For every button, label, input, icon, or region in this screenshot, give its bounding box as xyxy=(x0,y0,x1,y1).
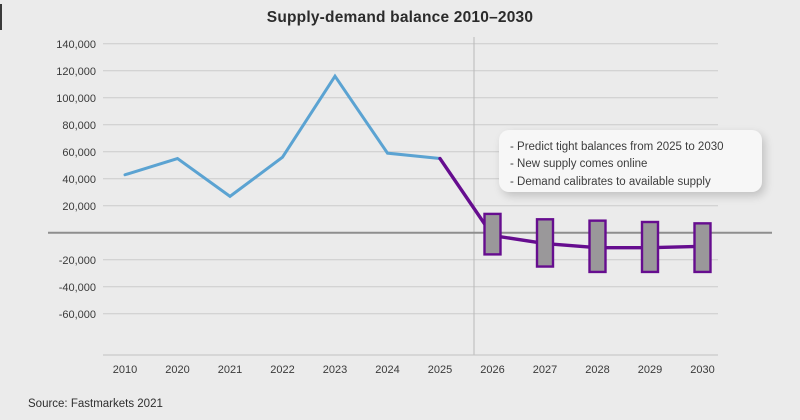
x-tick-label: 2020 xyxy=(165,364,189,376)
forecast-range-bar xyxy=(693,222,712,274)
x-tick-label: 2025 xyxy=(428,364,452,376)
x-tick-label: 2027 xyxy=(533,364,557,376)
historical-line xyxy=(123,73,442,199)
annotation-line: - Predict tight balances from 2025 to 20… xyxy=(510,141,724,153)
y-tick-label: 80,000 xyxy=(62,120,96,132)
y-tick-label: 100,000 xyxy=(56,93,96,105)
x-tick-label: 2010 xyxy=(113,364,137,376)
x-tick-label: 2026 xyxy=(480,364,504,376)
page-edge-mark xyxy=(0,4,2,30)
x-tick-label: 2030 xyxy=(690,364,714,376)
y-tick-label: -20,000 xyxy=(59,255,96,267)
x-tick-label: 2024 xyxy=(375,364,399,376)
y-tick-label: 140,000 xyxy=(56,39,96,51)
source-text: Source: Fastmarkets 2021 xyxy=(28,398,163,410)
forecast-range-bar xyxy=(640,220,660,274)
chart-title: Supply-demand balance 2010–2030 xyxy=(266,9,534,26)
forecast-range-bar xyxy=(535,218,555,268)
x-tick-label: 2021 xyxy=(218,364,242,376)
annotation-line: - New supply comes online xyxy=(510,158,648,171)
forecast-range-bar xyxy=(588,219,607,274)
x-tick-label: 2022 xyxy=(270,364,294,376)
y-tick-label: 120,000 xyxy=(56,66,96,78)
x-tick-label: 2023 xyxy=(323,364,347,376)
y-tick-label: -60,000 xyxy=(59,309,96,321)
forecast-range-bar xyxy=(483,212,502,256)
annotation-box: - Predict tight balances from 2025 to 20… xyxy=(499,130,762,192)
y-tick-label: 20,000 xyxy=(62,201,96,213)
x-tick-label: 2028 xyxy=(585,364,609,376)
x-tick-label: 2029 xyxy=(638,364,662,376)
annotation-line: - Demand calibrates to available supply xyxy=(510,175,711,188)
y-tick-label: -40,000 xyxy=(59,282,96,294)
y-tick-label: 40,000 xyxy=(62,174,96,186)
y-tick-label: 60,000 xyxy=(62,147,96,159)
